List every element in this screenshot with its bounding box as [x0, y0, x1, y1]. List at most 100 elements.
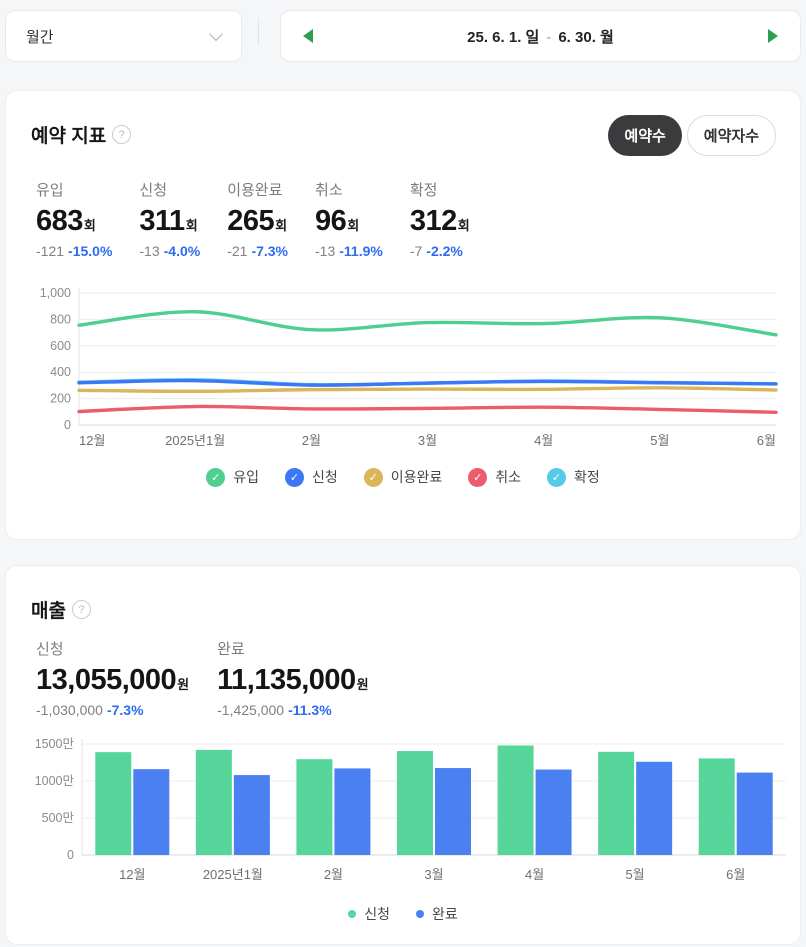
svg-text:2025년1월: 2025년1월	[165, 433, 225, 448]
date-range-end: 6. 30. 월	[558, 28, 614, 46]
legend-label: 유입	[233, 469, 259, 485]
legend-label: 완료	[432, 906, 458, 922]
metric-label: 확정	[409, 182, 438, 199]
metric-delta: -13 -4.0%	[139, 243, 201, 259]
svg-text:6월: 6월	[726, 867, 745, 882]
metric-unit: 원	[177, 677, 190, 692]
date-range-separator: -	[546, 28, 552, 46]
help-icon[interactable]: ?	[71, 600, 91, 619]
metric-label: 취소	[315, 182, 343, 199]
metric-unit: 원	[356, 677, 369, 692]
check-circle-icon: ✓	[206, 467, 226, 487]
chevron-down-icon	[208, 26, 224, 41]
metric-completed: 이용완료 265회 -21 -7.3%	[227, 179, 288, 259]
svg-text:12월: 12월	[79, 433, 105, 448]
svg-text:1500만: 1500만	[35, 737, 75, 751]
legend-item-취소[interactable]: ✓ 취소	[468, 467, 521, 487]
svg-text:800: 800	[50, 312, 71, 326]
date-range-start: 25. 6. 1. 일	[467, 28, 540, 46]
prev-period-arrow-icon[interactable]	[303, 29, 313, 43]
check-circle-icon: ✓	[468, 467, 488, 487]
metric-label: 신청	[36, 641, 64, 658]
metric-delta: -1,030,000 -7.3%	[36, 702, 144, 718]
metric-value: 96	[315, 205, 347, 237]
legend-label: 신청	[311, 469, 338, 485]
toggle-reservation-count[interactable]: 예약수	[608, 115, 682, 156]
metric-cancelled: 취소 96회 -13 -11.9%	[315, 179, 383, 259]
metric-value: 11,135,000	[217, 664, 356, 696]
metric-delta: -7 -2.2%	[409, 243, 463, 259]
help-icon[interactable]: ?	[112, 125, 132, 144]
metric-unit: 회	[83, 218, 96, 233]
check-circle-icon: ✓	[547, 467, 567, 487]
metric-delta: -1,425,000 -11.3%	[217, 702, 332, 718]
reservation-card-title-text: 예약 지표	[31, 126, 107, 147]
svg-text:3월: 3월	[418, 433, 437, 448]
svg-text:600: 600	[50, 339, 71, 353]
svg-text:2025년1월: 2025년1월	[203, 867, 263, 882]
legend-label: 이용완료	[390, 469, 443, 485]
metric-value: 13,055,000	[36, 664, 177, 696]
metric-delta: -13 -11.9%	[315, 243, 383, 259]
reservation-metrics-card: 예약 지표 ? 예약수 예약자수 유입 683회 -121 -15.0% 신청 3…	[5, 90, 801, 540]
metric-value: 265	[227, 205, 275, 237]
dot-icon	[416, 910, 424, 918]
revenue-card: 매출 ? 신청 13,055,000원 -1,030,000 -7.3% 완료 1…	[5, 565, 801, 945]
svg-text:6월: 6월	[757, 433, 776, 448]
svg-text:2월: 2월	[324, 867, 343, 882]
metric-label: 유입	[36, 182, 64, 199]
reservation-count-toggle-group: 예약수 예약자수	[608, 115, 776, 156]
metric-unit: 회	[457, 218, 470, 233]
legend-label: 확정	[574, 469, 600, 485]
metric-unit: 회	[275, 218, 288, 233]
metric-value: 312	[409, 205, 457, 237]
metric-revenue-requested: 신청 13,055,000원 -1,030,000 -7.3%	[36, 638, 189, 718]
metric-value: 683	[36, 205, 83, 237]
check-circle-icon: ✓	[363, 467, 383, 487]
legend-item-신청[interactable]: 신청	[348, 904, 390, 924]
revenue-bar-chart: 0 500만 1000만 1500만 12월 2025년1월 2월 3월 4월 5월 6월	[35, 737, 786, 882]
svg-text:4월: 4월	[534, 433, 553, 448]
period-dropdown-value: 월간	[26, 28, 54, 46]
metric-value: 311	[139, 205, 185, 237]
metric-delta: -121 -15.0%	[36, 243, 113, 259]
metric-unit: 회	[185, 218, 198, 233]
legend-item-완료[interactable]: 완료	[416, 904, 458, 924]
legend-item-신청[interactable]: ✓ 신청	[284, 467, 338, 487]
reservation-metrics-row: 유입 683회 -121 -15.0% 신청 311회 -13 -4.0% 이용완료…	[36, 179, 470, 259]
svg-text:0: 0	[67, 848, 74, 862]
date-range-navigator: 25. 6. 1. 일 -6. 30. 월	[280, 10, 801, 62]
toggle-reserver-count[interactable]: 예약자수	[686, 115, 776, 156]
metric-label: 신청	[139, 182, 167, 199]
revenue-card-title-text: 매출	[31, 601, 66, 622]
svg-text:0: 0	[64, 418, 71, 432]
svg-text:5월: 5월	[650, 433, 669, 448]
controls-divider	[258, 18, 259, 45]
svg-text:1,000: 1,000	[40, 286, 71, 300]
metric-inflow: 유입 683회 -121 -15.0%	[36, 179, 112, 259]
svg-text:4월: 4월	[525, 867, 544, 882]
svg-text:2월: 2월	[302, 433, 321, 448]
legend-item-유입[interactable]: ✓ 유입	[206, 467, 259, 487]
metric-label: 이용완료	[227, 182, 283, 199]
svg-text:1000만: 1000만	[35, 774, 75, 788]
legend-label: 신청	[364, 906, 390, 922]
metric-unit: 회	[347, 218, 360, 233]
dot-icon	[348, 910, 357, 918]
reservation-card-title: 예약 지표 ?	[31, 121, 132, 148]
bar-chart-legend: 신청 완료	[6, 904, 800, 924]
metric-delta: -21 -7.3%	[227, 243, 289, 259]
svg-text:3월: 3월	[424, 867, 443, 882]
reservation-trend-line-chart: 0 200 400 600 800 1,000 12월 2025년1월 2월 3월 4월 5월 6월	[40, 286, 778, 448]
period-dropdown[interactable]: 월간	[5, 10, 242, 62]
date-range-label: 25. 6. 1. 일 -6. 30. 월	[313, 26, 768, 47]
line-chart-legend: ✓ 유입 ✓ 신청 ✓ 이용완료 ✓ 취소 ✓ 확정	[6, 467, 800, 487]
svg-text:12월: 12월	[119, 867, 145, 882]
metric-label: 완료	[217, 641, 245, 658]
legend-item-이용완료[interactable]: ✓ 이용완료	[363, 467, 443, 487]
next-period-arrow-icon[interactable]	[768, 29, 778, 43]
metric-confirmed: 확정 312회 -7 -2.2%	[410, 179, 470, 259]
metric-requested: 신청 311회 -13 -4.0%	[139, 179, 200, 259]
legend-item-확정[interactable]: ✓ 확정	[547, 467, 600, 487]
revenue-card-title: 매출 ?	[31, 596, 91, 623]
